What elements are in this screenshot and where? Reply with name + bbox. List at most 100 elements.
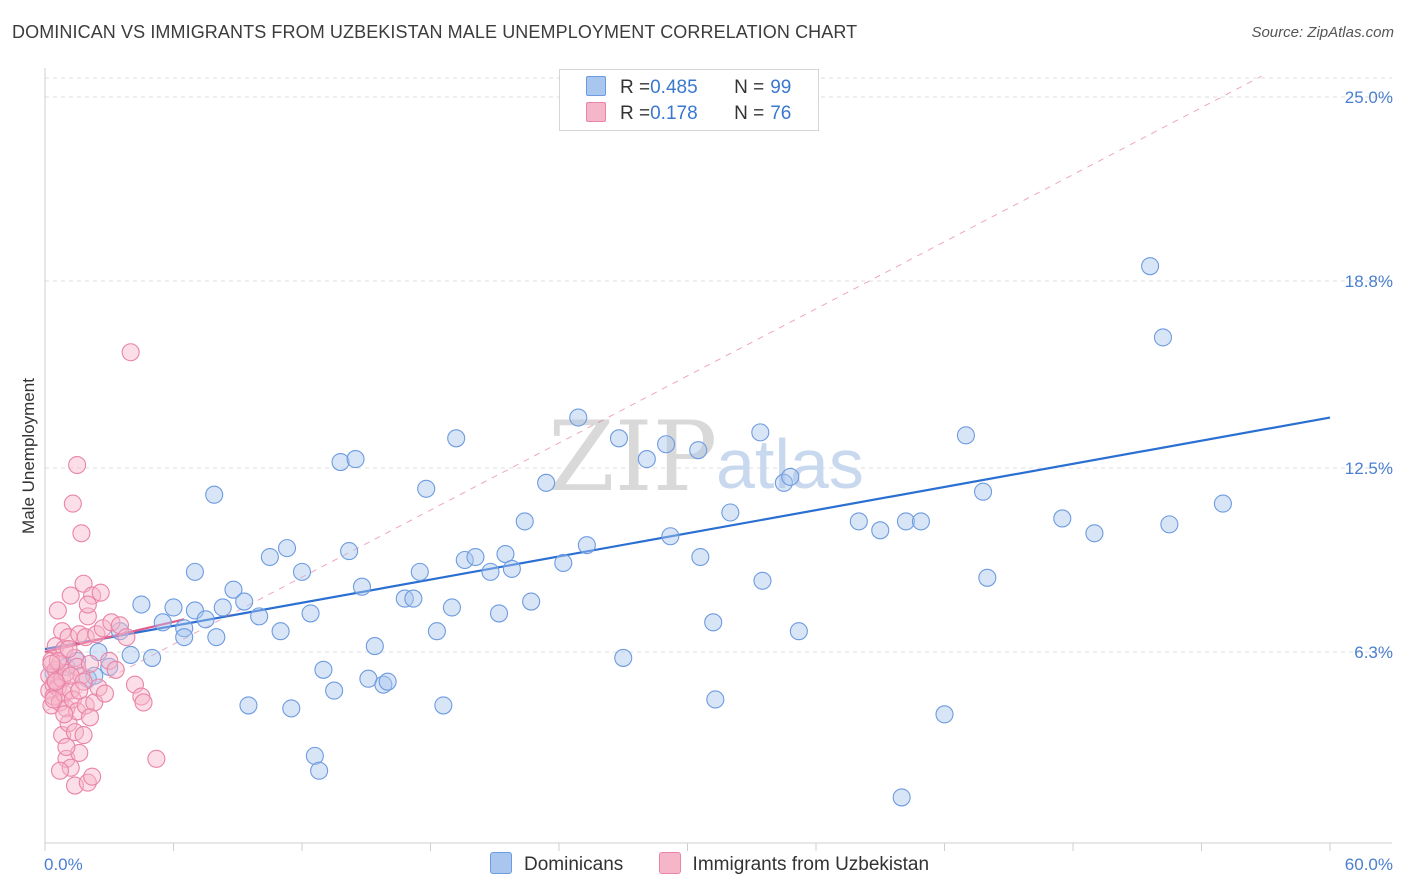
legend-n-value: 99 xyxy=(770,77,792,98)
dominican-point xyxy=(781,467,800,486)
uzbekistan-point xyxy=(121,343,140,362)
dominican-point xyxy=(502,559,521,578)
dominican-point xyxy=(554,553,573,573)
dominican-point xyxy=(404,589,423,608)
dominican-point xyxy=(577,536,596,555)
uzbekistan-point xyxy=(80,654,100,673)
dominican-point xyxy=(282,699,301,718)
dominican-point xyxy=(515,512,534,531)
uzbekistan-point xyxy=(72,524,91,543)
uzbekistan-point xyxy=(57,737,76,757)
dominican-point xyxy=(956,426,975,445)
trend-lines xyxy=(44,75,1331,712)
uzbekistan-point xyxy=(134,693,153,712)
uzbekistan-point xyxy=(46,672,65,691)
dominican-point xyxy=(314,660,333,679)
dominican-point xyxy=(239,696,258,715)
dominican-point xyxy=(185,562,204,581)
uzbekistan-point xyxy=(117,628,136,647)
dominican-point xyxy=(310,761,329,780)
uzbekistan-point xyxy=(70,681,89,700)
series-swatch-pink xyxy=(658,852,681,874)
dominican-point xyxy=(292,562,312,581)
dominican-point xyxy=(609,429,629,448)
legend-n-value: 76 xyxy=(770,103,792,124)
uzbekistan-point xyxy=(44,690,63,709)
dominican-point xyxy=(537,473,556,492)
dominican-point xyxy=(365,637,384,656)
dominican-point xyxy=(301,604,320,623)
dominican-point xyxy=(213,598,232,617)
uzbekistan-point xyxy=(78,595,97,614)
dominican-point xyxy=(143,648,162,667)
dominican-point xyxy=(207,628,226,647)
watermark-atlas: atlas xyxy=(716,425,864,503)
uzbekistan-point xyxy=(125,675,144,694)
dominican-point xyxy=(271,622,290,641)
dominican-point xyxy=(896,512,916,531)
series-legend-dominicans[interactable]: Dominicans xyxy=(490,852,623,876)
dominican-point xyxy=(224,580,243,599)
dominican-point xyxy=(250,607,269,626)
dominican-point xyxy=(871,521,890,540)
chart-title: DOMINICAN VS IMMIGRANTS FROM UZBEKISTAN … xyxy=(12,22,858,42)
watermark-zip: ZIP xyxy=(548,401,717,513)
correlation-legend: R = 0.485 N = 99 R = 0.178 N = 76 xyxy=(559,69,819,131)
uzbekistan-point xyxy=(50,761,70,780)
uzbekistan-point xyxy=(74,672,93,691)
dominican-point xyxy=(121,645,140,665)
dominican-point xyxy=(849,512,868,531)
legend-n-label: N = xyxy=(734,103,765,124)
tick-labels: 6.3% 12.5% 18.8% 25.0% 0.0% 60.0% xyxy=(44,88,1393,874)
legend-swatch-blue xyxy=(586,76,606,96)
y-axis-label: Male Unemployment xyxy=(19,378,38,534)
dominican-point xyxy=(434,696,453,715)
uzbekistan-point xyxy=(48,601,67,620)
dominican-point xyxy=(481,562,500,581)
uzbekistan-point xyxy=(59,639,78,659)
dominican-point xyxy=(447,429,466,448)
dominican-point xyxy=(1153,328,1172,347)
y-tick-label: 18.8% xyxy=(1345,272,1393,291)
uzbekistan-trend-line xyxy=(44,618,185,654)
y-tick-label: 25.0% xyxy=(1345,88,1393,107)
dominican-point xyxy=(1160,515,1179,534)
dominican-point xyxy=(1141,257,1160,276)
axes xyxy=(44,68,1392,851)
dominican-point xyxy=(569,408,588,427)
legend-n-label: N = xyxy=(734,77,765,98)
series-legend-uzbekistan[interactable]: Immigrants from Uzbekistan xyxy=(658,852,930,876)
dominican-point xyxy=(789,622,808,641)
dominican-point xyxy=(410,562,429,581)
dominican-point xyxy=(978,568,997,587)
dominican-point xyxy=(721,503,740,522)
dominican-point xyxy=(751,423,770,442)
dominican-point xyxy=(935,705,954,724)
dominican-point xyxy=(235,592,254,611)
dominican-point xyxy=(442,598,461,617)
source-label: Source: ZipAtlas.com xyxy=(1251,24,1394,41)
legend-r-label: R = xyxy=(620,103,651,124)
uzbekistan-point xyxy=(68,455,87,475)
uzbekistan-point xyxy=(91,583,110,602)
dominican-point xyxy=(85,666,104,685)
dominican-point xyxy=(325,681,344,700)
dominican-point xyxy=(691,547,710,567)
series-swatch-blue xyxy=(490,852,512,874)
dominican-point xyxy=(706,690,725,709)
dominican-point xyxy=(346,450,365,469)
dominican-point xyxy=(1213,494,1232,513)
data-points xyxy=(40,257,1232,807)
watermark: ZIP atlas xyxy=(548,401,864,513)
series-label-dominicans: Dominicans xyxy=(524,854,624,875)
dominican-point xyxy=(657,435,676,454)
dominican-point xyxy=(466,547,485,567)
y-tick-label: 12.5% xyxy=(1345,459,1393,478)
uzbekistan-point xyxy=(95,684,115,703)
uzbekistan-point xyxy=(80,708,100,727)
dominican-point xyxy=(704,613,723,632)
series-label-uzbekistan: Immigrants from Uzbekistan xyxy=(692,854,930,875)
legend-row-dominicans: R = 0.485 N = 99 xyxy=(586,76,791,100)
dominican-point xyxy=(196,610,215,629)
